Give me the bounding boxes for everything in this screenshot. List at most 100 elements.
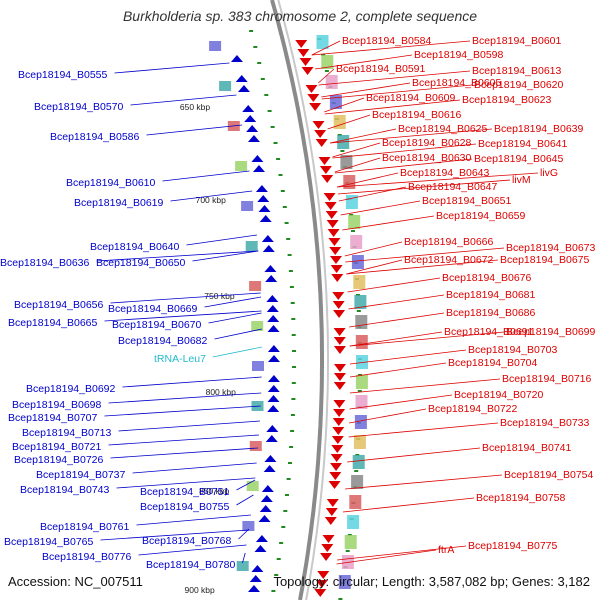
reverse-gene-arrow bbox=[230, 55, 243, 62]
tick-mark bbox=[324, 70, 329, 72]
left-leader-line bbox=[238, 528, 250, 540]
reverse-gene-arrow bbox=[247, 585, 260, 592]
left-leader-line bbox=[204, 296, 262, 308]
left-gene-label: Bcep18194_B0761 bbox=[40, 521, 129, 533]
cog-block bbox=[353, 435, 366, 449]
right-leader-line bbox=[345, 474, 503, 490]
right-leader-line bbox=[349, 349, 467, 365]
reverse-gene-arrow bbox=[261, 485, 274, 492]
cog-block bbox=[325, 75, 338, 89]
cog-block bbox=[333, 115, 346, 129]
cog-block bbox=[251, 321, 264, 331]
tick-mark bbox=[288, 270, 293, 272]
reverse-gene-arrow bbox=[254, 545, 267, 552]
forward-gene-arrow bbox=[322, 535, 335, 543]
reverse-gene-arrow bbox=[249, 575, 262, 582]
reverse-gene-arrow bbox=[267, 315, 280, 322]
right-gene-label: ftrA bbox=[438, 544, 454, 556]
reverse-gene-arrow bbox=[257, 195, 270, 202]
left-leader-line bbox=[146, 124, 243, 136]
forward-gene-arrow bbox=[332, 292, 345, 300]
right-leader-line bbox=[347, 277, 441, 293]
cog-block bbox=[340, 155, 353, 169]
reverse-gene-arrow bbox=[267, 375, 280, 382]
left-leader-line bbox=[122, 376, 262, 388]
right-gene-label: Bcep18194_B0681 bbox=[446, 289, 535, 301]
right-gene-label: Bcep18194_B0605 bbox=[412, 77, 501, 89]
reverse-gene-arrow bbox=[264, 265, 277, 272]
right-leader-line bbox=[321, 82, 411, 98]
forward-gene-arrow bbox=[301, 67, 314, 75]
left-leader-line bbox=[186, 234, 257, 246]
scale-mark-label: 850 kbp bbox=[199, 486, 230, 496]
forward-gene-arrow bbox=[333, 337, 346, 345]
reverse-gene-arrow bbox=[251, 155, 264, 162]
right-gene-label: Bcep18194_B0651 bbox=[422, 195, 511, 207]
tick-mark bbox=[290, 430, 295, 432]
forward-gene-arrow bbox=[330, 463, 343, 471]
right-gene-label: Bcep18194_B0672 bbox=[404, 254, 493, 266]
left-leader-line bbox=[104, 405, 261, 417]
scale-mark-label: 650 kbp bbox=[180, 102, 211, 112]
forward-gene-arrow bbox=[331, 274, 344, 282]
right-leader-line bbox=[324, 99, 461, 115]
tick-mark bbox=[264, 94, 269, 96]
tick-mark bbox=[345, 550, 350, 552]
reverse-gene-arrow bbox=[244, 115, 257, 122]
right-leader-line bbox=[349, 362, 447, 378]
tick-mark bbox=[292, 350, 296, 352]
left-gene-label: Bcep18194_B0755 bbox=[140, 501, 229, 513]
right-leader-line bbox=[330, 128, 397, 144]
forward-gene-arrow bbox=[329, 472, 342, 480]
right-leader-line bbox=[336, 549, 437, 565]
left-gene-label: Bcep18194_B0669 bbox=[108, 303, 197, 315]
right-leader-line bbox=[334, 157, 381, 173]
right-gene-label: Bcep18194_B0623 bbox=[462, 94, 551, 106]
cog-block bbox=[347, 515, 360, 529]
cog-block bbox=[350, 235, 363, 249]
reverse-gene-arrow bbox=[260, 495, 273, 502]
right-leader-line bbox=[346, 259, 403, 275]
left-leader-line bbox=[100, 529, 249, 541]
forward-gene-arrow bbox=[333, 310, 346, 318]
forward-gene-arrow bbox=[315, 580, 328, 588]
cog-block bbox=[245, 241, 258, 251]
right-gene-label: Bcep18194_B0758 bbox=[476, 492, 565, 504]
right-leader-line bbox=[348, 294, 445, 310]
reverse-gene-arrow bbox=[237, 85, 250, 92]
left-leader-line bbox=[170, 190, 253, 202]
forward-gene-arrow bbox=[295, 40, 308, 48]
forward-gene-arrow bbox=[333, 364, 346, 372]
forward-gene-arrow bbox=[333, 382, 346, 390]
left-gene-label: Bcep18194_B0721 bbox=[12, 441, 101, 453]
right-leader-line bbox=[338, 186, 407, 202]
right-gene-label: Bcep18194_B0699 bbox=[506, 326, 595, 338]
backbone-outer bbox=[270, 0, 324, 600]
left-gene-label: Bcep18194_B0707 bbox=[8, 412, 97, 424]
tick-mark bbox=[271, 590, 276, 592]
tick-mark bbox=[292, 366, 296, 368]
tick-mark bbox=[291, 398, 296, 400]
right-leader-line bbox=[340, 200, 421, 216]
cog-block bbox=[338, 575, 351, 589]
tick-mark bbox=[249, 30, 254, 32]
reverse-gene-arrow bbox=[267, 395, 280, 402]
forward-gene-arrow bbox=[324, 517, 337, 525]
reverse-gene-arrow bbox=[265, 275, 278, 282]
forward-gene-arrow bbox=[333, 346, 346, 354]
cog-block bbox=[355, 315, 368, 329]
tick-mark bbox=[282, 206, 287, 208]
forward-gene-arrow bbox=[312, 121, 325, 129]
right-gene-label: Bcep18194_B0691 bbox=[444, 326, 533, 338]
reverse-gene-arrow bbox=[255, 185, 268, 192]
left-gene-label: Bcep18194_B0751 bbox=[140, 486, 229, 498]
reverse-gene-arrow bbox=[267, 355, 280, 362]
tick-mark bbox=[291, 382, 296, 384]
tick-mark bbox=[290, 302, 295, 304]
tick-mark bbox=[274, 574, 279, 576]
forward-gene-arrow bbox=[307, 94, 320, 102]
right-gene-label: Bcep18194_B0686 bbox=[446, 307, 535, 319]
reverse-gene-arrow bbox=[259, 505, 272, 512]
